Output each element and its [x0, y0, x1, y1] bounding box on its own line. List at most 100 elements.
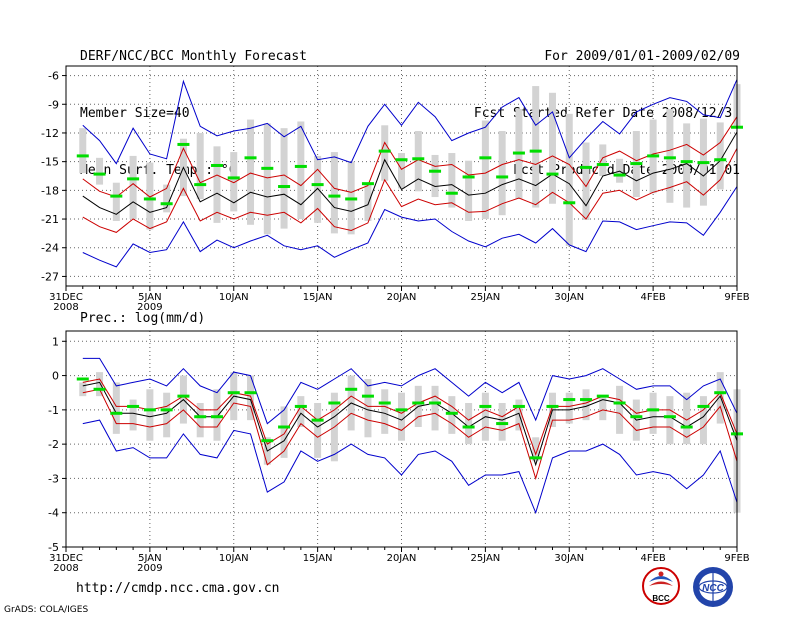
y-tick-label: -9 — [48, 98, 59, 111]
obs-marker — [697, 161, 710, 165]
source-url[interactable]: http://cmdp.ncc.cma.gov.cn — [76, 581, 280, 596]
spread-box — [683, 392, 691, 445]
obs-marker — [311, 183, 324, 187]
obs-marker — [378, 149, 391, 153]
y-tick-label: -12 — [41, 127, 59, 140]
spread-box — [96, 157, 104, 185]
x-tick-label: 25JAN — [470, 292, 500, 303]
grads-credit: GrADS: COLA/IGES — [4, 605, 89, 615]
y-tick-label: -4 — [48, 507, 59, 520]
spread-box — [79, 382, 87, 397]
x-tick-sublabel: 2008 — [53, 302, 78, 313]
obs-marker — [278, 425, 291, 429]
obs-marker — [361, 182, 374, 186]
obs-marker — [462, 425, 475, 429]
spread-box — [431, 385, 439, 431]
obs-marker — [479, 404, 492, 408]
min-line — [82, 419, 738, 515]
y-tick-label: -15 — [41, 156, 59, 169]
spread-box — [699, 396, 707, 445]
obs-marker — [160, 408, 173, 412]
obs-marker — [512, 404, 525, 408]
obs-marker — [714, 158, 727, 162]
y-tick-label: -2 — [48, 438, 59, 451]
obs-marker — [663, 156, 676, 160]
y-tick-label: -24 — [41, 242, 59, 255]
spread-box — [196, 403, 204, 438]
obs-marker — [244, 391, 257, 395]
spread-box — [263, 123, 271, 235]
logos: BCC NCC — [642, 567, 733, 607]
max-line — [82, 79, 738, 165]
obs-marker — [546, 172, 559, 176]
bcc-logo-text: BCC — [652, 594, 670, 603]
spread-box — [582, 142, 590, 220]
y-tick-label: 0 — [52, 370, 59, 383]
lower-line — [82, 388, 738, 481]
spread-box — [448, 153, 456, 208]
spread-box — [683, 123, 691, 208]
spread-box — [146, 389, 154, 441]
obs-marker — [697, 404, 710, 408]
ncc-logo: NCC — [693, 567, 733, 607]
spread-box — [398, 392, 405, 441]
obs-marker — [580, 398, 593, 402]
x-tick-sublabel: 2008 — [53, 563, 78, 574]
upper-line — [82, 378, 738, 456]
obs-marker — [580, 165, 593, 169]
y-tick-label: -27 — [41, 270, 59, 283]
max-line — [82, 357, 738, 425]
x-tick-label: 9FEB — [724, 292, 749, 303]
spread-box — [414, 131, 422, 192]
obs-marker — [630, 415, 643, 419]
obs-marker — [76, 377, 89, 381]
obs-marker — [244, 156, 257, 160]
spread-box — [129, 155, 137, 220]
x-tick-label: 31DEC — [49, 292, 83, 303]
spread-box — [381, 389, 389, 434]
spread-box — [297, 396, 305, 427]
upper-line — [82, 116, 738, 198]
y-tick-label: -6 — [48, 70, 59, 83]
spread-box — [716, 122, 724, 190]
spread-box — [599, 144, 607, 176]
spread-box — [666, 396, 674, 445]
obs-marker — [647, 154, 660, 158]
obs-marker — [328, 401, 341, 405]
spread-box — [146, 162, 154, 230]
obs-marker — [529, 149, 542, 153]
obs-marker — [261, 166, 274, 170]
obs-marker — [210, 163, 223, 167]
obs-marker — [496, 422, 509, 426]
spread-box — [448, 396, 456, 434]
obs-marker — [227, 391, 240, 395]
x-tick-label: 30JAN — [554, 292, 584, 303]
precip-title: Prec.: log(mm/d) — [80, 311, 205, 326]
obs-marker — [177, 394, 190, 398]
obs-marker — [278, 185, 291, 189]
spread-box — [548, 92, 556, 204]
bcc-logo: BCC — [642, 567, 680, 605]
obs-marker — [93, 172, 106, 176]
obs-marker — [345, 387, 358, 391]
obs-marker — [613, 173, 626, 177]
obs-marker — [613, 401, 626, 405]
spread-box — [498, 403, 506, 441]
spread-box — [297, 121, 305, 220]
x-tick-label: 30JAN — [554, 553, 584, 564]
spread-box — [247, 119, 255, 225]
obs-marker — [261, 439, 274, 443]
obs-marker — [210, 415, 223, 419]
x-tick-sublabel: 2009 — [137, 302, 162, 313]
spread-box — [532, 437, 540, 462]
spread-box — [129, 399, 137, 431]
spread-box — [616, 385, 624, 434]
lower-line — [82, 148, 738, 233]
obs-marker — [647, 408, 660, 412]
obs-marker — [395, 158, 408, 162]
y-tick-label: -21 — [41, 213, 59, 226]
obs-marker — [395, 408, 408, 412]
obs-marker — [328, 194, 341, 198]
obs-marker — [76, 154, 89, 158]
